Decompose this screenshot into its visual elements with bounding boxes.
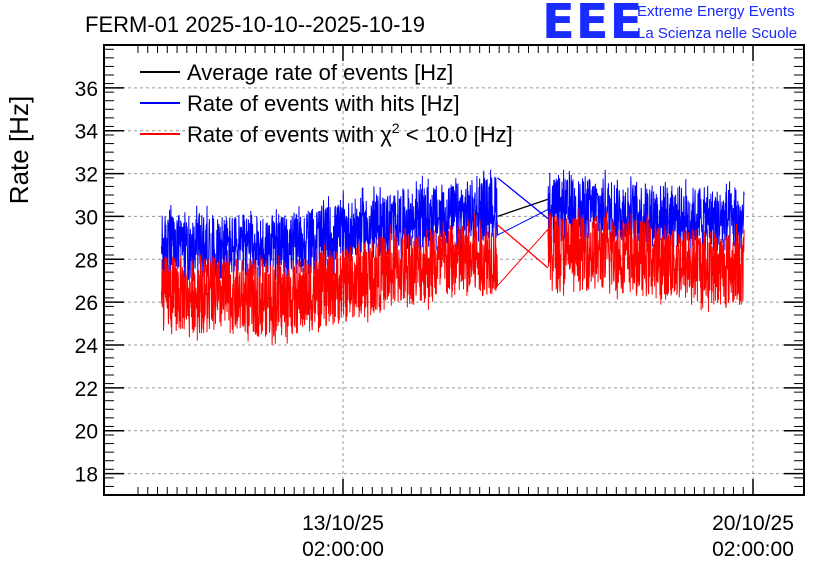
x-tick-label-time: 02:00:00: [302, 538, 384, 561]
hits-gap-connector: [497, 177, 549, 220]
eee-logo-mark: EEE: [542, 0, 644, 50]
y-axis-label: Rate [Hz]: [4, 96, 34, 204]
chart-title: FERM-01 2025-10-10--2025-10-19: [85, 12, 425, 37]
x-tick-label-time: 02:00:00: [712, 538, 794, 561]
legend: Average rate of events [Hz] Rate of event…: [140, 60, 513, 147]
y-tick-label: 24: [75, 335, 99, 358]
y-tick-label: 28: [75, 249, 98, 272]
x-tick-label-date: 20/10/25: [712, 512, 794, 535]
y-tick-label: 30: [75, 206, 98, 229]
chi2-gap-connector: [497, 224, 549, 269]
y-tick-label: 32: [75, 164, 98, 187]
series-line-average: [497, 198, 549, 218]
y-tick-label: 20: [75, 421, 98, 444]
logo-line-1: Extreme Energy Events: [637, 3, 795, 20]
legend-label-avg: Average rate of events [Hz]: [187, 60, 453, 85]
series-group: [160, 169, 745, 346]
series-line-chi2: [160, 208, 745, 346]
eee-logo: EEE Extreme Energy Events La Scienza nel…: [542, 0, 832, 50]
y-tick-label: 18: [75, 464, 98, 487]
logo-line-2: La Scienza nelle Scuole: [637, 25, 798, 42]
plot-frame: [103, 44, 805, 496]
y-tick-label: 36: [75, 78, 98, 101]
x-tick-label-date: 13/10/25: [302, 512, 384, 535]
legend-label-hits: Rate of events with hits [Hz]: [187, 91, 460, 116]
y-tick-label: 26: [75, 292, 98, 315]
y-tick-label: 22: [75, 378, 98, 401]
axis-ticks: 18 20 22 24 26 28 30 32 34 36 13/10/25 02:00:00 20/1…: [75, 45, 804, 561]
y-tick-label: 34: [75, 121, 99, 144]
legend-label-chi2: Rate of events with χ2 < 10.0 [Hz]: [187, 120, 513, 147]
